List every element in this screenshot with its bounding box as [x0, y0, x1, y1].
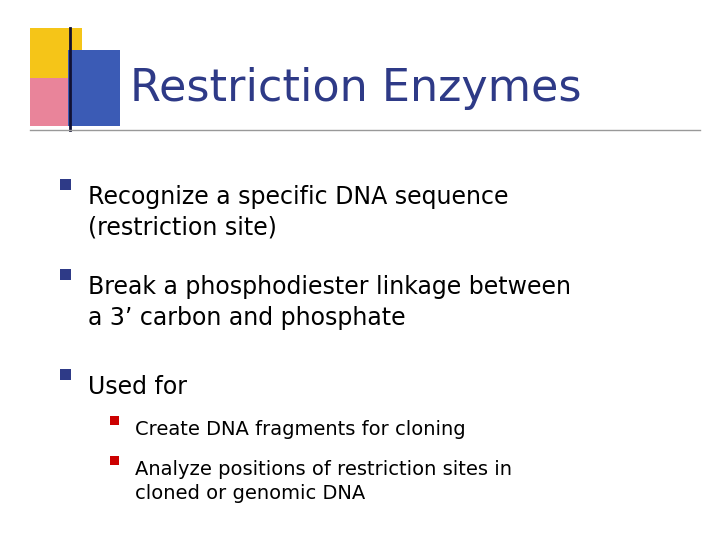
Bar	[60, 179, 71, 190]
Bar	[68, 50, 120, 126]
Text: Restriction Enzymes: Restriction Enzymes	[130, 66, 582, 110]
Text: Analyze positions of restriction sites in
cloned or genomic DNA: Analyze positions of restriction sites i…	[135, 460, 512, 503]
Bar	[60, 269, 71, 280]
Text: Break a phosphodiester linkage between
a 3’ carbon and phosphate: Break a phosphodiester linkage between a…	[88, 275, 571, 329]
Bar	[60, 369, 71, 380]
Bar	[110, 416, 119, 425]
Text: Used for: Used for	[88, 375, 187, 399]
Text: Recognize a specific DNA sequence
(restriction site): Recognize a specific DNA sequence (restr…	[88, 185, 508, 240]
Bar	[30, 28, 82, 78]
Bar	[30, 78, 82, 126]
Text: Create DNA fragments for cloning: Create DNA fragments for cloning	[135, 420, 466, 439]
Bar	[110, 456, 119, 465]
